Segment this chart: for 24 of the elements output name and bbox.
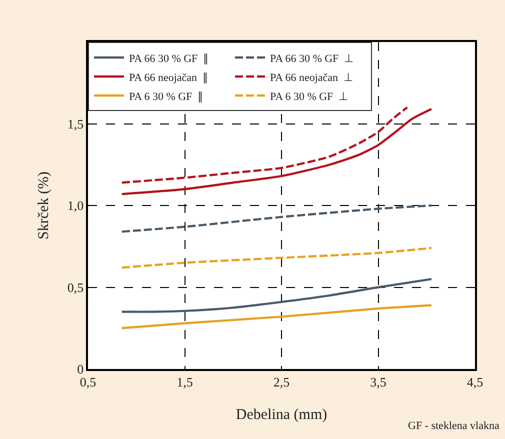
x-tick-label: 4,5	[466, 374, 484, 390]
y-tick-label: 1,0	[67, 198, 84, 214]
line-series	[120, 108, 433, 196]
y-tick-label: 0,5	[67, 280, 84, 295]
x-axis-title: Debelina (mm)	[236, 406, 328, 423]
x-tick-label: 2,5	[273, 374, 290, 390]
line-series	[120, 204, 433, 233]
line-series	[120, 246, 433, 269]
y-tick-label: 0	[77, 362, 84, 377]
line-series	[120, 106, 408, 184]
legend-label: PA 6 30 % GF ⊥	[270, 90, 349, 103]
text: GF - steklena vlakna	[408, 420, 500, 432]
legend-label: PA 66 30 % GF ⊥	[270, 52, 354, 65]
x-tick-label: 1,5	[176, 374, 193, 390]
legend-label: PA 66 neojačan ⊥	[270, 72, 354, 84]
y-axis-title: Skrček (%)	[36, 172, 52, 240]
legend-label: PA 66 neojačan ∥	[129, 72, 209, 84]
legend-label: PA 6 30 % GF ∥	[129, 90, 204, 103]
y-tick-label: 1,5	[67, 116, 84, 132]
legend-label: PA 66 30 % GF ∥	[129, 52, 210, 65]
x-tick-label: 3,5	[370, 374, 386, 390]
line-series	[120, 304, 433, 330]
line-series	[120, 278, 433, 313]
x-tick-label: 0,5	[80, 374, 96, 390]
